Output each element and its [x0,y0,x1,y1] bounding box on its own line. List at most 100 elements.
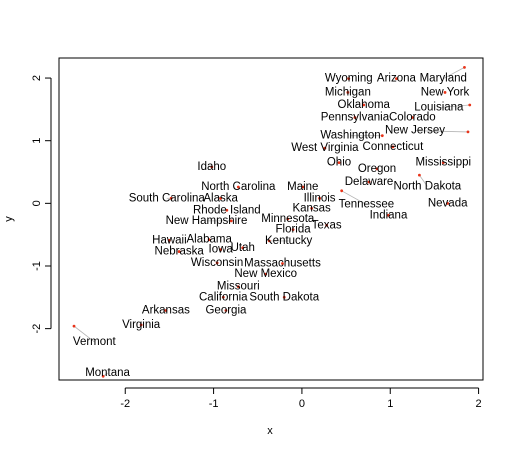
data-point [72,324,76,328]
leader-line [414,130,468,133]
state-label: Utah [231,242,255,254]
leader-line [341,190,367,205]
state-label: Wyoming [325,73,373,85]
state-label: Pennsylvania [321,112,390,124]
data-point [410,116,414,119]
data-point [139,323,143,327]
state-label: Nebraska [155,246,205,258]
state-label: Louisiana [414,102,464,114]
data-point [286,217,290,221]
state-label: Texas [312,219,342,231]
state-label: Rhode Island [193,204,261,216]
data-point [224,309,228,312]
state-label: North Dakota [393,180,461,192]
data-point [347,77,351,81]
data-point [353,116,357,119]
y-tick-label: 1 [31,138,43,144]
state-label: Maryland [420,73,467,85]
state-label: Washington [320,130,380,142]
data-point [215,261,219,265]
y-axis-title: y [3,216,15,222]
state-label: Connecticut [363,141,425,153]
state-label: New Jersey [385,125,445,137]
state-label: New Mexico [234,268,297,280]
data-point [221,295,225,299]
leader-line [73,325,95,343]
state-label: Arkansas [142,304,190,316]
data-point [236,285,240,289]
data-point [210,165,214,169]
state-label: Colorado [389,112,436,124]
state-label: California [199,291,248,303]
state-label: Idaho [197,161,226,173]
leader-line [419,174,428,187]
data-point [337,161,341,165]
data-point [441,161,445,165]
state-label: Alaska [203,192,238,204]
data-point [164,309,168,312]
x-tick-label: 0 [299,398,305,410]
data-point [323,146,327,150]
state-label: Hawaii [152,234,187,246]
state-label: Georgia [205,304,247,316]
state-label: Wisconsin [191,257,243,269]
data-point [177,250,181,253]
state-label: Vermont [73,336,117,348]
data-point [463,65,466,69]
data-point [310,206,314,210]
state-label: Oregon [358,163,396,175]
data-point [362,103,366,107]
data-point [301,185,305,189]
state-label: South Dakota [249,291,319,303]
data-point [169,196,173,200]
point-labels: Montana Vermont Virginia Arkansas GeorgiaCal… [73,73,471,379]
state-label: Delaware [345,176,394,188]
data-point [267,239,271,243]
data-point [375,167,379,171]
state-label: Nevada [428,197,468,209]
data-point [207,238,211,242]
state-label: Minnesota [261,213,315,225]
leader-line [443,67,465,80]
state-label: Montana [85,367,130,379]
data-point [443,91,447,94]
state-label: Oklahoma [338,99,391,111]
state-label: West Virginia [291,142,359,154]
state-label: Massachusetts [244,258,321,270]
y-axis: -2 -1 0 1 2 [31,75,52,334]
state-label: Virginia [122,319,161,331]
state-label: South Carolina [129,192,206,204]
data-point [325,223,329,227]
data-point [446,201,450,205]
data-point [281,262,284,265]
data-point [391,145,395,149]
state-label: New Hampshire [166,215,248,227]
state-label: Iowa [209,244,234,256]
data-point [468,103,472,107]
state-label: Kansas [292,202,331,214]
state-label: Missouri [217,281,260,293]
data-point [340,189,344,193]
state-label: Kentucky [265,235,313,247]
state-label: North Carolina [201,181,276,193]
data-point [229,219,233,223]
data-point [395,77,398,81]
y-tick-label: 0 [31,200,43,206]
state-label: Florida [276,224,312,236]
state-label: Illinois [304,192,336,204]
data-point [168,238,171,242]
leader-line [438,104,470,108]
data-point [418,173,421,177]
x-tick-label: -1 [209,398,219,410]
data-point [236,185,240,189]
data-point [241,246,245,250]
data-point [282,295,286,299]
data-point [219,248,223,252]
data-point [380,134,384,138]
x-axis: -2 -1 0 1 2 [120,387,482,410]
state-label: New York [421,86,470,98]
state-label: Indiana [370,209,408,221]
state-label: Arizona [377,73,417,85]
x-tick-label: -2 [120,398,130,410]
